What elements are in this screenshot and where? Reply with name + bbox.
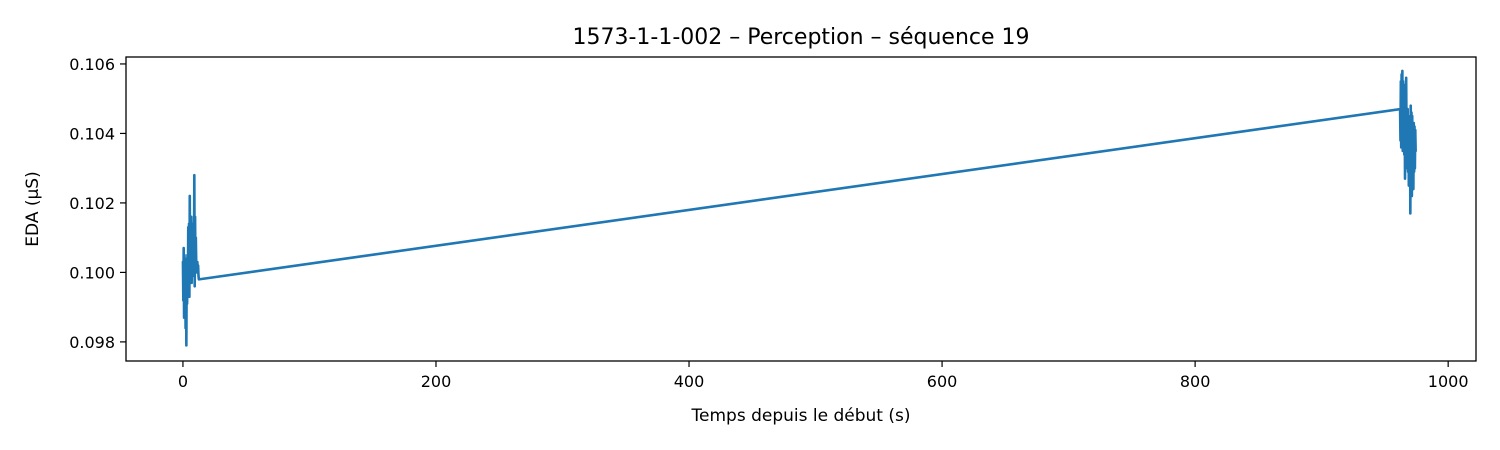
plot-area bbox=[181, 69, 1417, 347]
y-axis-label: EDA (µS) bbox=[23, 171, 43, 246]
chart-title: 1573-1-1-002 – Perception – séquence 19 bbox=[572, 25, 1029, 50]
y-axis-ticks: 0.098 0.100 0.102 0.104 0.106 bbox=[69, 55, 126, 352]
x-axis-label: Temps depuis le début (s) bbox=[691, 406, 911, 426]
x-tick-label: 800 bbox=[1180, 372, 1211, 391]
x-axis-ticks: 0 200 400 600 800 1000 bbox=[178, 361, 1469, 391]
y-tick-label: 0.104 bbox=[69, 124, 115, 143]
y-tick-label: 0.106 bbox=[69, 55, 115, 74]
x-tick-label: 0 bbox=[178, 372, 188, 391]
y-tick-label: 0.100 bbox=[69, 263, 115, 282]
x-tick-label: 1000 bbox=[1428, 372, 1469, 391]
x-tick-label: 200 bbox=[421, 372, 452, 391]
y-tick-label: 0.098 bbox=[69, 333, 115, 352]
x-tick-label: 600 bbox=[927, 372, 958, 391]
y-tick-label: 0.102 bbox=[69, 194, 115, 213]
series-line-0 bbox=[181, 69, 1417, 347]
axes-frame bbox=[125, 56, 1477, 362]
x-tick-label: 400 bbox=[674, 372, 705, 391]
